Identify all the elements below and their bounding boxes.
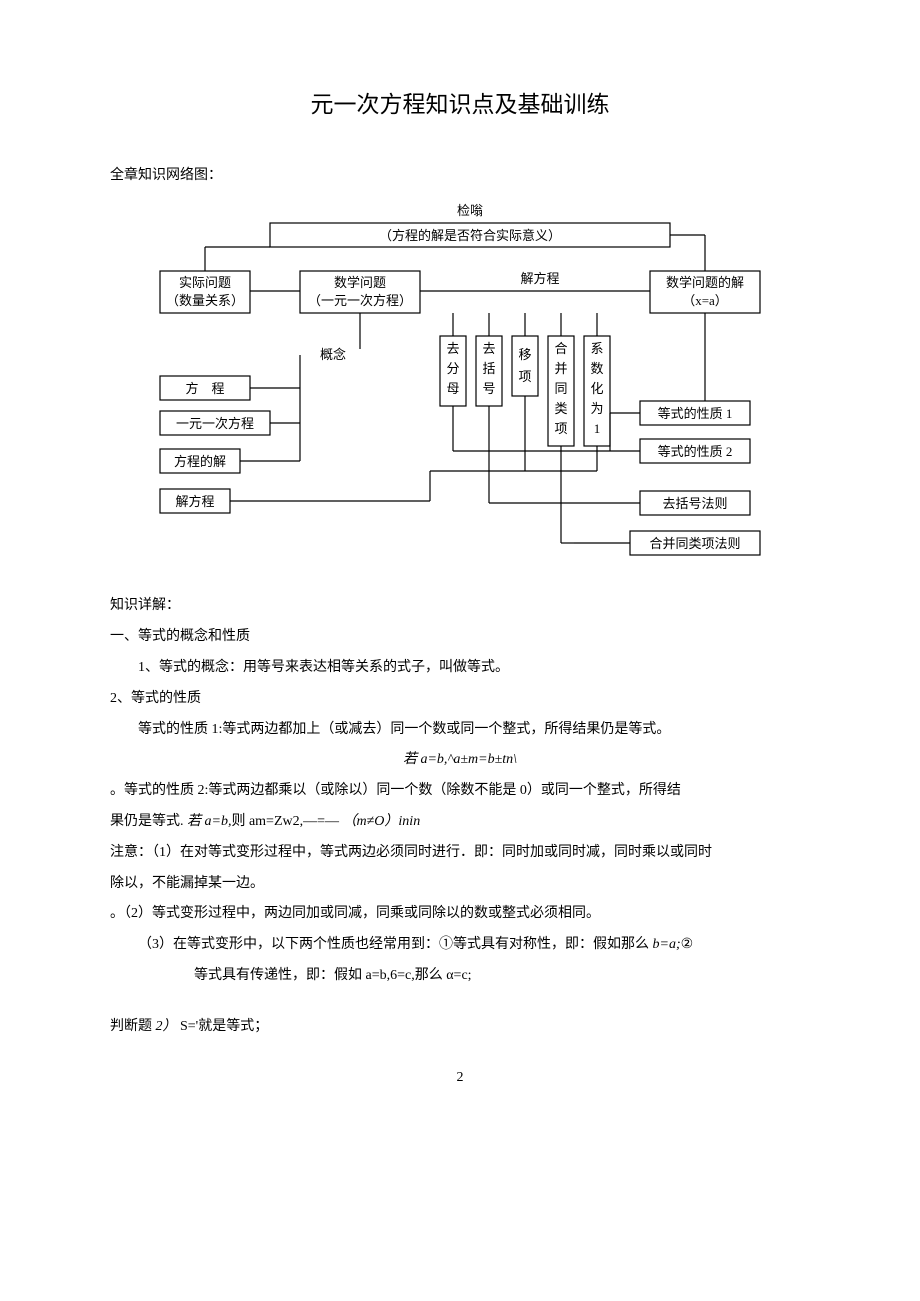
diagram-right4: 合并同类项法则 [649, 536, 740, 551]
property-2a: 。等式的性质 2:等式两边都乘以（或除以）同一个数（除数不能是 0）或同一个整式… [110, 776, 810, 807]
svg-text:分: 分 [446, 361, 459, 376]
page-title: 元一次方程知识点及基础训练 [110, 80, 810, 131]
diagram-sol-1: 数学问题的解 [666, 275, 744, 290]
page-number: 2 [110, 1063, 810, 1094]
section-1-1: 1、等式的概念：用等号来表达相等关系的式子，叫做等式。 [110, 653, 810, 684]
diagram-left2: 一元一次方程 [176, 416, 254, 431]
svg-text:项: 项 [554, 421, 567, 436]
diagram-math-1: 数学问题 [334, 275, 386, 290]
judge-question: 判断题 2） S='就是等式； [110, 1012, 810, 1043]
svg-text:类: 类 [554, 401, 567, 416]
page: 元一次方程知识点及基础训练 全章知识网络图： 检嗡 （方程的解是否符合实际意义）… [0, 0, 920, 1133]
diagram-left4: 解方程 [175, 494, 214, 509]
network-heading: 全章知识网络图： [110, 161, 810, 192]
diagram-concept: 概念 [320, 347, 346, 362]
svg-text:数: 数 [590, 361, 603, 376]
section-1-title: 一、等式的概念和性质 [110, 622, 810, 653]
svg-text:系: 系 [590, 341, 603, 356]
svg-text:母: 母 [446, 381, 459, 396]
svg-text:1: 1 [594, 421, 601, 436]
svg-text:去: 去 [482, 341, 495, 356]
diagram-right1: 等式的性质 1 [658, 406, 733, 421]
svg-text:同: 同 [554, 381, 567, 396]
svg-text:合: 合 [554, 341, 567, 356]
svg-text:并: 并 [554, 361, 567, 376]
diagram-check: （方程的解是否符合实际意义） [379, 228, 561, 243]
svg-text:为: 为 [590, 401, 603, 416]
svg-text:号: 号 [482, 381, 495, 396]
svg-text:化: 化 [590, 381, 603, 396]
diagram-right2: 等式的性质 2 [658, 444, 733, 459]
diagram-sol-2: （x=a） [682, 293, 728, 308]
diagram-real-2: （数量关系） [166, 293, 244, 308]
diagram-solve-label: 解方程 [520, 271, 559, 286]
diagram-math-2: （一元一次方程） [308, 293, 412, 308]
svg-text:项: 项 [518, 369, 531, 384]
detail-heading: 知识详解： [110, 591, 810, 622]
svg-text:去: 去 [446, 341, 459, 356]
note-1a: 注意：（1）在对等式变形过程中，等式两边必须同时进行．即：同时加或同时减，同时乘… [110, 838, 810, 869]
spacer [110, 992, 810, 1012]
note-3a: （3）在等式变形中，以下两个性质也经常用到：①等式具有对称性，即：假如那么 b=… [110, 930, 810, 961]
formula-1: 若 a=b,^a±m=b±tn\ [110, 745, 810, 776]
property-2b: 果仍是等式. 若 a=b,则 am=Zw2,—=— （m≠O）inin [110, 807, 810, 838]
diagram-right3: 去括号法则 [662, 496, 727, 511]
note-1b: 除以，不能漏掉某一边。 [110, 869, 810, 900]
diagram-left3: 方程的解 [174, 454, 226, 469]
svg-text:括: 括 [482, 361, 495, 376]
diagram-left1: 方 程 [185, 381, 224, 396]
section-1-2: 2、等式的性质 [110, 684, 810, 715]
svg-text:移: 移 [518, 347, 531, 362]
note-3-line2: 等式具有传递性，即：假如 a=b,6=c,那么 α=c; [110, 961, 810, 992]
diagram-top-label: 检嗡 [457, 203, 483, 218]
note-2: 。（2）等式变形过程中，两边同加或同减，同乘或同除以的数或整式必须相同。 [110, 899, 810, 930]
diagram-real-1: 实际问题 [179, 275, 231, 290]
knowledge-diagram: 检嗡 （方程的解是否符合实际意义） 实际问题 （数量关系） 数学问题 （一元一次… [130, 201, 810, 571]
property-1: 等式的性质 1:等式两边都加上（或减去）同一个数或同一个整式，所得结果仍是等式。 [110, 715, 810, 746]
